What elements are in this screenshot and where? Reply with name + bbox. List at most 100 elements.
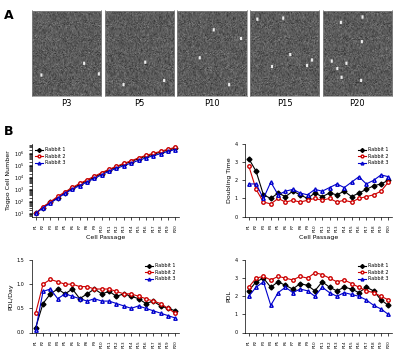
Rabbit 1 [327, 191, 332, 195]
Rabbit 3 [364, 182, 369, 186]
Rabbit 2 [327, 196, 332, 201]
Rabbit 3 [151, 309, 156, 313]
Rabbit 2 [92, 174, 97, 179]
Y-axis label: Togpo Cell Number: Togpo Cell Number [6, 150, 11, 210]
Rabbit 1 [107, 289, 112, 294]
Rabbit 1 [290, 287, 295, 291]
Rabbit 1 [246, 289, 251, 293]
Rabbit 2 [85, 285, 90, 289]
Rabbit 3 [173, 147, 178, 152]
Rabbit 3 [136, 304, 141, 308]
Rabbit 3 [349, 292, 354, 296]
X-axis label: Cell Passage: Cell Passage [86, 235, 125, 240]
Rabbit 2 [151, 299, 156, 303]
Rabbit 2 [166, 306, 170, 310]
Rabbit 1 [378, 298, 383, 302]
Rabbit 1 [173, 146, 178, 150]
Rabbit 2 [298, 274, 302, 279]
Rabbit 1 [378, 182, 383, 186]
Rabbit 2 [312, 271, 317, 275]
Rabbit 2 [356, 285, 361, 289]
Rabbit 2 [99, 170, 104, 175]
Line: Rabbit 1: Rabbit 1 [34, 147, 177, 215]
Rabbit 3 [129, 161, 134, 165]
Rabbit 1 [342, 285, 347, 289]
Rabbit 1 [334, 193, 339, 197]
Rabbit 3 [63, 292, 68, 296]
Rabbit 2 [144, 153, 148, 158]
Rabbit 3 [386, 175, 391, 179]
Rabbit 1 [136, 156, 141, 161]
Rabbit 3 [107, 169, 112, 173]
Rabbit 2 [320, 272, 325, 276]
Rabbit 3 [334, 182, 339, 186]
Rabbit 3 [144, 306, 148, 310]
Rabbit 3 [55, 296, 60, 301]
X-axis label: P10: P10 [204, 99, 220, 108]
Rabbit 2 [305, 276, 310, 280]
Rabbit 3 [261, 280, 266, 284]
Rabbit 1 [246, 156, 251, 161]
Rabbit 1 [342, 189, 347, 193]
Rabbit 1 [371, 289, 376, 293]
Rabbit 1 [85, 179, 90, 183]
Rabbit 3 [85, 180, 90, 184]
Rabbit 3 [356, 175, 361, 179]
Rabbit 1 [48, 200, 53, 204]
Rabbit 3 [33, 211, 38, 215]
X-axis label: P3: P3 [61, 99, 72, 108]
Rabbit 2 [246, 285, 251, 289]
Rabbit 1 [33, 326, 38, 330]
Rabbit 3 [371, 178, 376, 182]
Rabbit 3 [48, 287, 53, 291]
Rabbit 2 [77, 181, 82, 186]
Rabbit 1 [107, 168, 112, 172]
Line: Rabbit 2: Rabbit 2 [247, 164, 390, 205]
Rabbit 1 [144, 301, 148, 306]
Rabbit 3 [77, 183, 82, 188]
Rabbit 3 [268, 303, 273, 307]
Rabbit 1 [254, 280, 258, 284]
Rabbit 3 [334, 294, 339, 298]
Rabbit 3 [151, 154, 156, 158]
Rabbit 1 [268, 196, 273, 201]
Rabbit 1 [305, 196, 310, 201]
Rabbit 1 [114, 165, 119, 169]
Rabbit 1 [349, 287, 354, 291]
Rabbit 2 [246, 164, 251, 168]
Rabbit 2 [254, 276, 258, 280]
Rabbit 1 [77, 296, 82, 301]
Rabbit 3 [254, 182, 258, 186]
Rabbit 1 [312, 191, 317, 195]
Rabbit 2 [268, 278, 273, 282]
Line: Rabbit 1: Rabbit 1 [247, 157, 390, 200]
Rabbit 2 [114, 289, 119, 294]
Rabbit 1 [77, 182, 82, 187]
Rabbit 2 [334, 200, 339, 204]
Rabbit 2 [386, 298, 391, 302]
Rabbit 3 [290, 290, 295, 295]
Rabbit 1 [276, 280, 280, 284]
Rabbit 3 [63, 191, 68, 196]
Rabbit 2 [122, 161, 126, 166]
Rabbit 2 [33, 211, 38, 215]
Rabbit 3 [349, 180, 354, 184]
Rabbit 3 [371, 303, 376, 307]
Rabbit 2 [48, 200, 53, 204]
Rabbit 3 [99, 299, 104, 303]
Rabbit 3 [99, 173, 104, 177]
Rabbit 2 [349, 281, 354, 286]
Rabbit 2 [158, 301, 163, 306]
Rabbit 3 [114, 301, 119, 306]
Line: Rabbit 3: Rabbit 3 [247, 173, 390, 200]
Rabbit 2 [327, 276, 332, 280]
Rabbit 1 [356, 290, 361, 295]
Rabbit 1 [136, 296, 141, 301]
Rabbit 3 [77, 296, 82, 301]
Rabbit 2 [77, 285, 82, 289]
Rabbit 3 [378, 307, 383, 311]
Legend: Rabbit 1, Rabbit 2, Rabbit 3: Rabbit 1, Rabbit 2, Rabbit 3 [144, 262, 176, 282]
Rabbit 3 [320, 285, 325, 289]
Rabbit 2 [166, 147, 170, 151]
Rabbit 2 [129, 159, 134, 163]
